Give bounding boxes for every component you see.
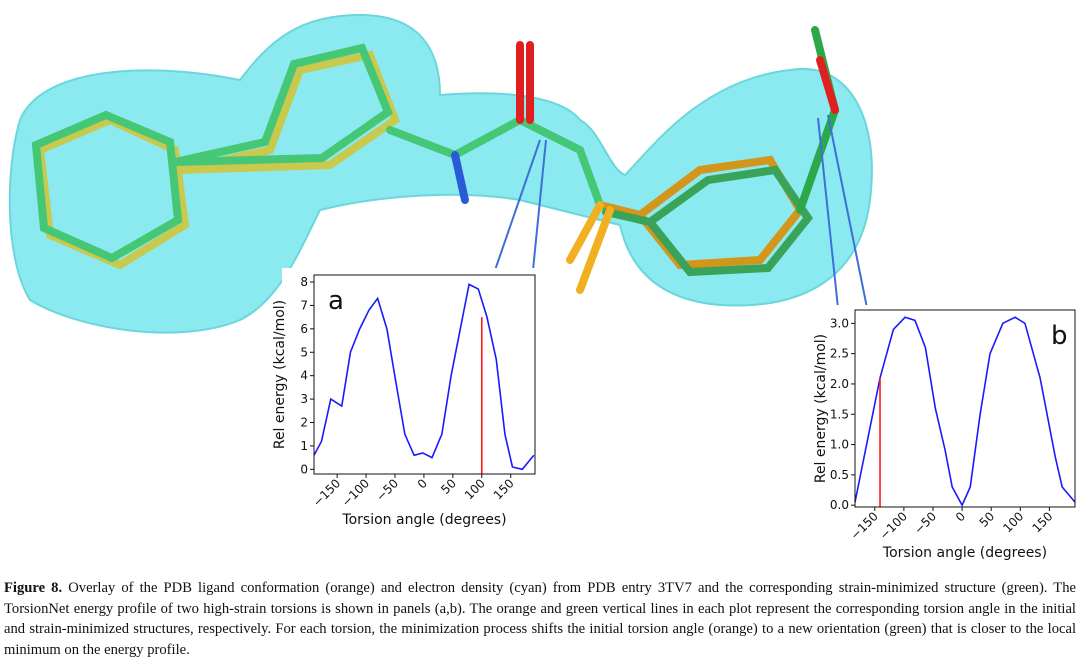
caption: Figure 8. Overlay of the PDB ligand conf… xyxy=(4,578,1076,660)
y-tick-label: 6 xyxy=(300,322,308,336)
y-axis-label: Rel energy (kcal/mol) xyxy=(813,334,829,483)
data-line xyxy=(854,316,1076,507)
y-tick-label: 1.5 xyxy=(830,407,849,421)
y-tick-label: 5 xyxy=(300,345,308,359)
y-tick-label: 0 xyxy=(300,462,308,476)
y-tick-label: 3 xyxy=(300,392,308,406)
panel-label: b xyxy=(1051,321,1068,351)
panel-label: a xyxy=(328,286,344,316)
y-tick-label: 2.0 xyxy=(830,377,849,391)
y-tick-label: 2 xyxy=(300,415,308,429)
y-tick-label: 2.5 xyxy=(830,347,849,361)
y-tick-label: 4 xyxy=(300,369,308,383)
plot-frame xyxy=(313,274,536,475)
caption-label: Figure 8. xyxy=(4,580,63,596)
y-tick-label: 8 xyxy=(300,275,308,289)
plot-frame xyxy=(854,309,1076,508)
data-line xyxy=(313,283,535,471)
caption-text: Overlay of the PDB ligand conformation (… xyxy=(4,580,1076,658)
y-tick-label: 0.5 xyxy=(830,468,849,482)
chart-background xyxy=(282,268,540,530)
y-tick-label: 3.0 xyxy=(830,316,849,330)
y-tick-label: 0.0 xyxy=(830,498,849,512)
y-tick-label: 7 xyxy=(300,298,308,312)
chart: 0.00.51.01.52.02.53.0−150−100 −50 0 50 100 15… xyxy=(805,305,1080,573)
molecule-image xyxy=(8,13,873,334)
x-axis-label: Torsion angle (degrees) xyxy=(882,545,1047,561)
y-axis-label: Rel energy (kcal/mol) xyxy=(272,300,288,449)
y-tick-label: 1 xyxy=(300,439,308,453)
y-tick-label: 1.0 xyxy=(830,438,849,452)
x-axis-label: Torsion angle (degrees) xyxy=(341,512,506,528)
